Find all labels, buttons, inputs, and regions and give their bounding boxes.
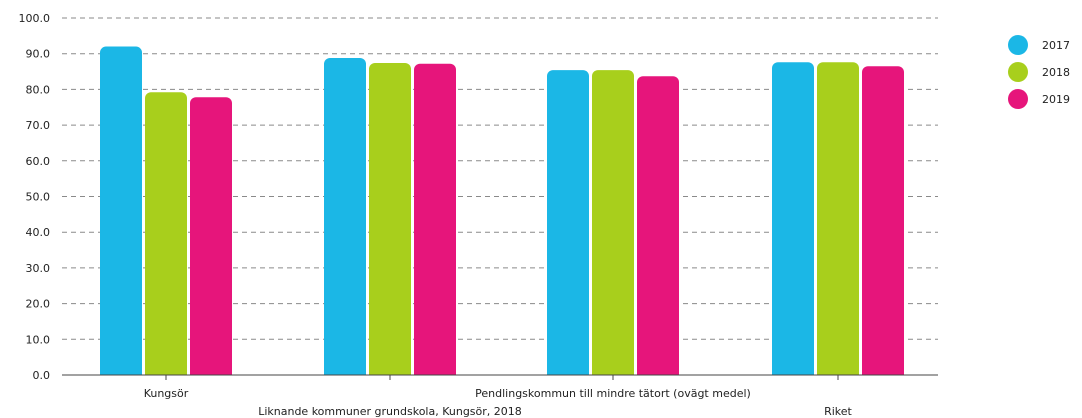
legend: 2017 2018 2019 bbox=[1008, 35, 1070, 109]
bar-2018-0 bbox=[145, 92, 187, 376]
bar-2018-3 bbox=[817, 62, 859, 375]
y-tick-label: 20.0 bbox=[26, 298, 51, 311]
bar-base-2017-0 bbox=[100, 367, 142, 375]
y-tick-label: 100.0 bbox=[19, 12, 51, 25]
bar-2019-1 bbox=[414, 63, 456, 376]
category-label-0: Kungsör bbox=[144, 387, 189, 400]
bar-base-2019-0 bbox=[190, 367, 232, 375]
category-labels: Kungsör Liknande kommuner grundskola, Kun… bbox=[144, 387, 853, 418]
y-tick-label: 10.0 bbox=[26, 333, 51, 346]
category-label-2: Pendlingskommun till mindre tätort (oväg… bbox=[475, 387, 751, 400]
bar-2017-1 bbox=[324, 57, 366, 375]
bar-2017-2 bbox=[547, 70, 589, 375]
y-tick-label: 0.0 bbox=[33, 369, 51, 382]
legend-swatch-2018 bbox=[1008, 62, 1028, 82]
bar-2019-2 bbox=[637, 76, 679, 375]
bar-2017-3 bbox=[772, 62, 814, 375]
bar-base-2017-1 bbox=[324, 367, 366, 375]
y-tick-label: 60.0 bbox=[26, 155, 51, 168]
bar-base-2019-1 bbox=[414, 367, 456, 375]
y-tick-label: 30.0 bbox=[26, 262, 51, 275]
legend-swatch-2019 bbox=[1008, 89, 1028, 109]
y-tick-label: 90.0 bbox=[26, 48, 51, 61]
legend-label-2018: 2018 bbox=[1042, 66, 1070, 79]
y-tick-label: 40.0 bbox=[26, 226, 51, 239]
bar-2018-2 bbox=[592, 70, 634, 375]
bar-base-2018-3 bbox=[817, 367, 859, 375]
y-axis-ticks: 0.0 10.0 20.0 30.0 40.0 50.0 60.0 70.0 80.0 90.0 1… bbox=[19, 12, 51, 382]
bar-2018-1 bbox=[369, 62, 411, 376]
bar-base-2017-3 bbox=[772, 367, 814, 375]
bar-base-2018-0 bbox=[145, 367, 187, 375]
category-label-1: Liknande kommuner grundskola, Kungsör, 2… bbox=[258, 405, 522, 418]
legend-label-2017: 2017 bbox=[1042, 39, 1070, 52]
y-tick-label: 50.0 bbox=[26, 191, 51, 204]
category-label-3: Riket bbox=[824, 405, 852, 418]
legend-label-2019: 2019 bbox=[1042, 93, 1070, 106]
bar-base-2018-2 bbox=[592, 367, 634, 375]
bars bbox=[100, 46, 904, 376]
bar-base-2019-3 bbox=[862, 367, 904, 375]
bar-base-2018-1 bbox=[369, 367, 411, 375]
bar-base-2019-2 bbox=[637, 367, 679, 375]
bar-2019-3 bbox=[862, 66, 904, 375]
bar-base-2017-2 bbox=[547, 367, 589, 375]
y-tick-label: 80.0 bbox=[26, 83, 51, 96]
x-axis bbox=[62, 374, 938, 380]
legend-swatch-2017 bbox=[1008, 35, 1028, 55]
bar-2017-0 bbox=[100, 46, 142, 376]
y-tick-label: 70.0 bbox=[26, 119, 51, 132]
bar-2019-0 bbox=[190, 97, 232, 375]
